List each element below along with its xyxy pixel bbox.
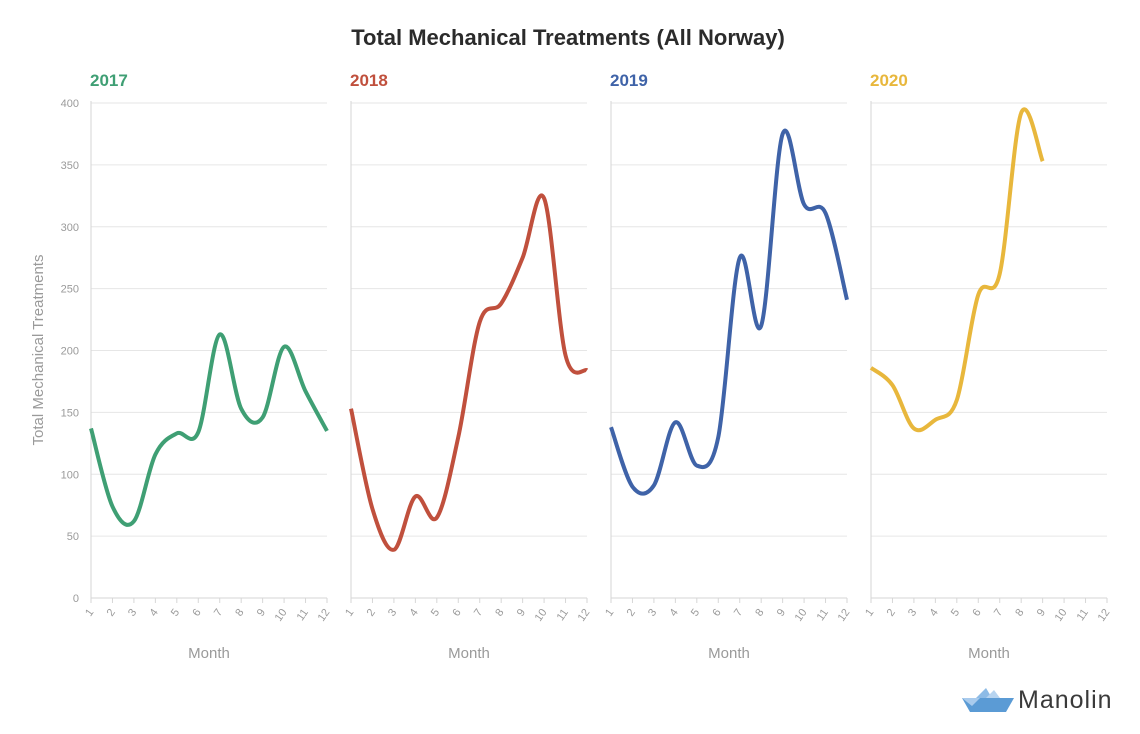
series-line-2017: [89, 332, 329, 527]
x-tick-label: 12: [836, 607, 853, 624]
x-tick-label: 3: [386, 607, 399, 619]
panel-title-2017: 2017: [90, 71, 128, 90]
y-tick-label: 250: [61, 284, 79, 296]
x-tick-label: 5: [169, 607, 182, 619]
y-tick-label: 350: [61, 160, 79, 172]
chart-title: Total Mechanical Treatments (All Norway): [351, 25, 785, 50]
x-tick-label: 4: [407, 607, 420, 619]
manolin-logo: Manolin: [962, 684, 1132, 720]
x-tick-label: 9: [255, 607, 268, 619]
series-line-2018: [349, 193, 589, 552]
x-tick-label: 2: [105, 607, 118, 619]
x-tick-label: 3: [646, 607, 659, 619]
paper-boat-icon: [962, 688, 1014, 712]
x-tick-label: 5: [949, 607, 962, 619]
panel-title-2019: 2019: [610, 71, 648, 90]
x-tick-label: 10: [533, 607, 550, 624]
logo-text: Manolin: [1018, 686, 1113, 714]
x-tick-label: 6: [970, 607, 983, 619]
x-axis-label: Month: [188, 645, 230, 662]
y-tick-label: 300: [61, 222, 79, 234]
x-axis-label: Month: [968, 645, 1010, 662]
x-axis-label: Month: [448, 645, 490, 662]
series-line-2019: [609, 128, 849, 496]
x-tick-label: 9: [1035, 607, 1048, 619]
x-tick-label: 5: [429, 607, 442, 619]
panel-title-2018: 2018: [350, 71, 388, 90]
x-tick-label: 1: [83, 607, 96, 619]
x-tick-label: 1: [343, 607, 356, 619]
x-tick-label: 6: [190, 607, 203, 619]
x-tick-label: 4: [927, 607, 940, 619]
x-tick-label: 9: [775, 607, 788, 619]
panel-title-2020: 2020: [870, 71, 908, 90]
x-tick-label: 2: [885, 607, 898, 619]
y-tick-label: 50: [67, 531, 79, 543]
x-tick-label: 11: [295, 607, 311, 623]
y-tick-label: 100: [61, 469, 79, 481]
x-tick-label: 7: [732, 607, 745, 619]
x-tick-label: 12: [1096, 607, 1113, 624]
x-tick-label: 8: [753, 607, 766, 619]
x-tick-label: 2: [365, 607, 378, 619]
x-tick-label: 3: [126, 607, 139, 619]
x-tick-label: 4: [667, 607, 680, 619]
x-tick-label: 12: [576, 607, 593, 624]
x-tick-label: 1: [603, 607, 616, 619]
x-tick-label: 11: [815, 607, 831, 623]
x-tick-label: 8: [233, 607, 246, 619]
x-tick-label: 6: [450, 607, 463, 619]
x-tick-label: 2: [625, 607, 638, 619]
x-tick-label: 10: [1053, 607, 1070, 624]
y-tick-label: 150: [61, 407, 79, 419]
y-axis-label: Total Mechanical Treatments: [30, 255, 47, 446]
x-tick-label: 3: [906, 607, 919, 619]
x-tick-label: 5: [689, 607, 702, 619]
x-tick-label: 9: [515, 607, 528, 619]
x-tick-label: 6: [710, 607, 723, 619]
x-tick-label: 11: [1075, 607, 1091, 623]
x-tick-label: 10: [273, 607, 290, 624]
y-tick-label: 0: [73, 593, 79, 605]
x-tick-label: 1: [863, 607, 876, 619]
x-tick-label: 7: [472, 607, 485, 619]
x-tick-label: 8: [493, 607, 506, 619]
x-tick-label: 10: [793, 607, 810, 624]
y-tick-label: 200: [61, 346, 79, 358]
x-tick-label: 8: [1013, 607, 1026, 619]
x-tick-label: 7: [212, 607, 225, 619]
x-tick-label: 4: [147, 607, 160, 619]
x-axis-label: Month: [708, 645, 750, 662]
x-tick-label: 7: [992, 607, 1005, 619]
x-tick-label: 12: [316, 607, 333, 624]
y-tick-label: 400: [61, 98, 79, 110]
series-line-2020: [869, 107, 1045, 433]
x-tick-label: 11: [555, 607, 571, 623]
